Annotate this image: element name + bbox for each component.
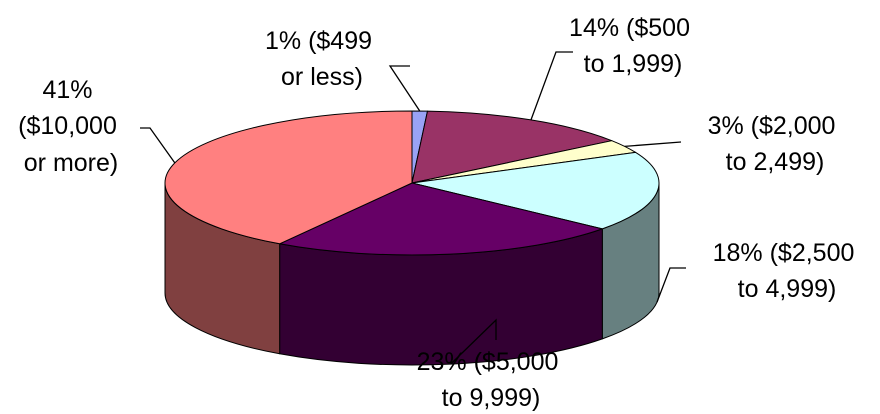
slice-6	[164, 110, 413, 245]
slice-label-2: 14% ($500 to 1,999)	[569, 14, 697, 78]
slice-label-4: 18% ($2,500 to 4,999)	[713, 239, 862, 303]
slice-4	[411, 151, 660, 230]
slice-5	[279, 182, 603, 256]
slice-label-1: 1% ($499 or less)	[265, 27, 379, 91]
slice-label-5: 23% ($5,000 to 9,999)	[417, 348, 566, 412]
leader-line-6	[140, 127, 176, 164]
slice-label-3: 3% ($2,000 to 2,499)	[708, 112, 843, 176]
leader-line-3	[624, 141, 682, 147]
leader-line-4	[656, 267, 686, 303]
pie-slices	[164, 110, 660, 256]
leader-line-1	[388, 65, 421, 112]
leader-line-5	[450, 318, 497, 365]
leader-line-2	[530, 51, 573, 121]
slice-label-6: 41% ($10,000 or more)	[18, 76, 124, 177]
leader-lines	[140, 51, 686, 365]
slice-2	[411, 110, 613, 184]
pie-sides	[164, 182, 660, 366]
